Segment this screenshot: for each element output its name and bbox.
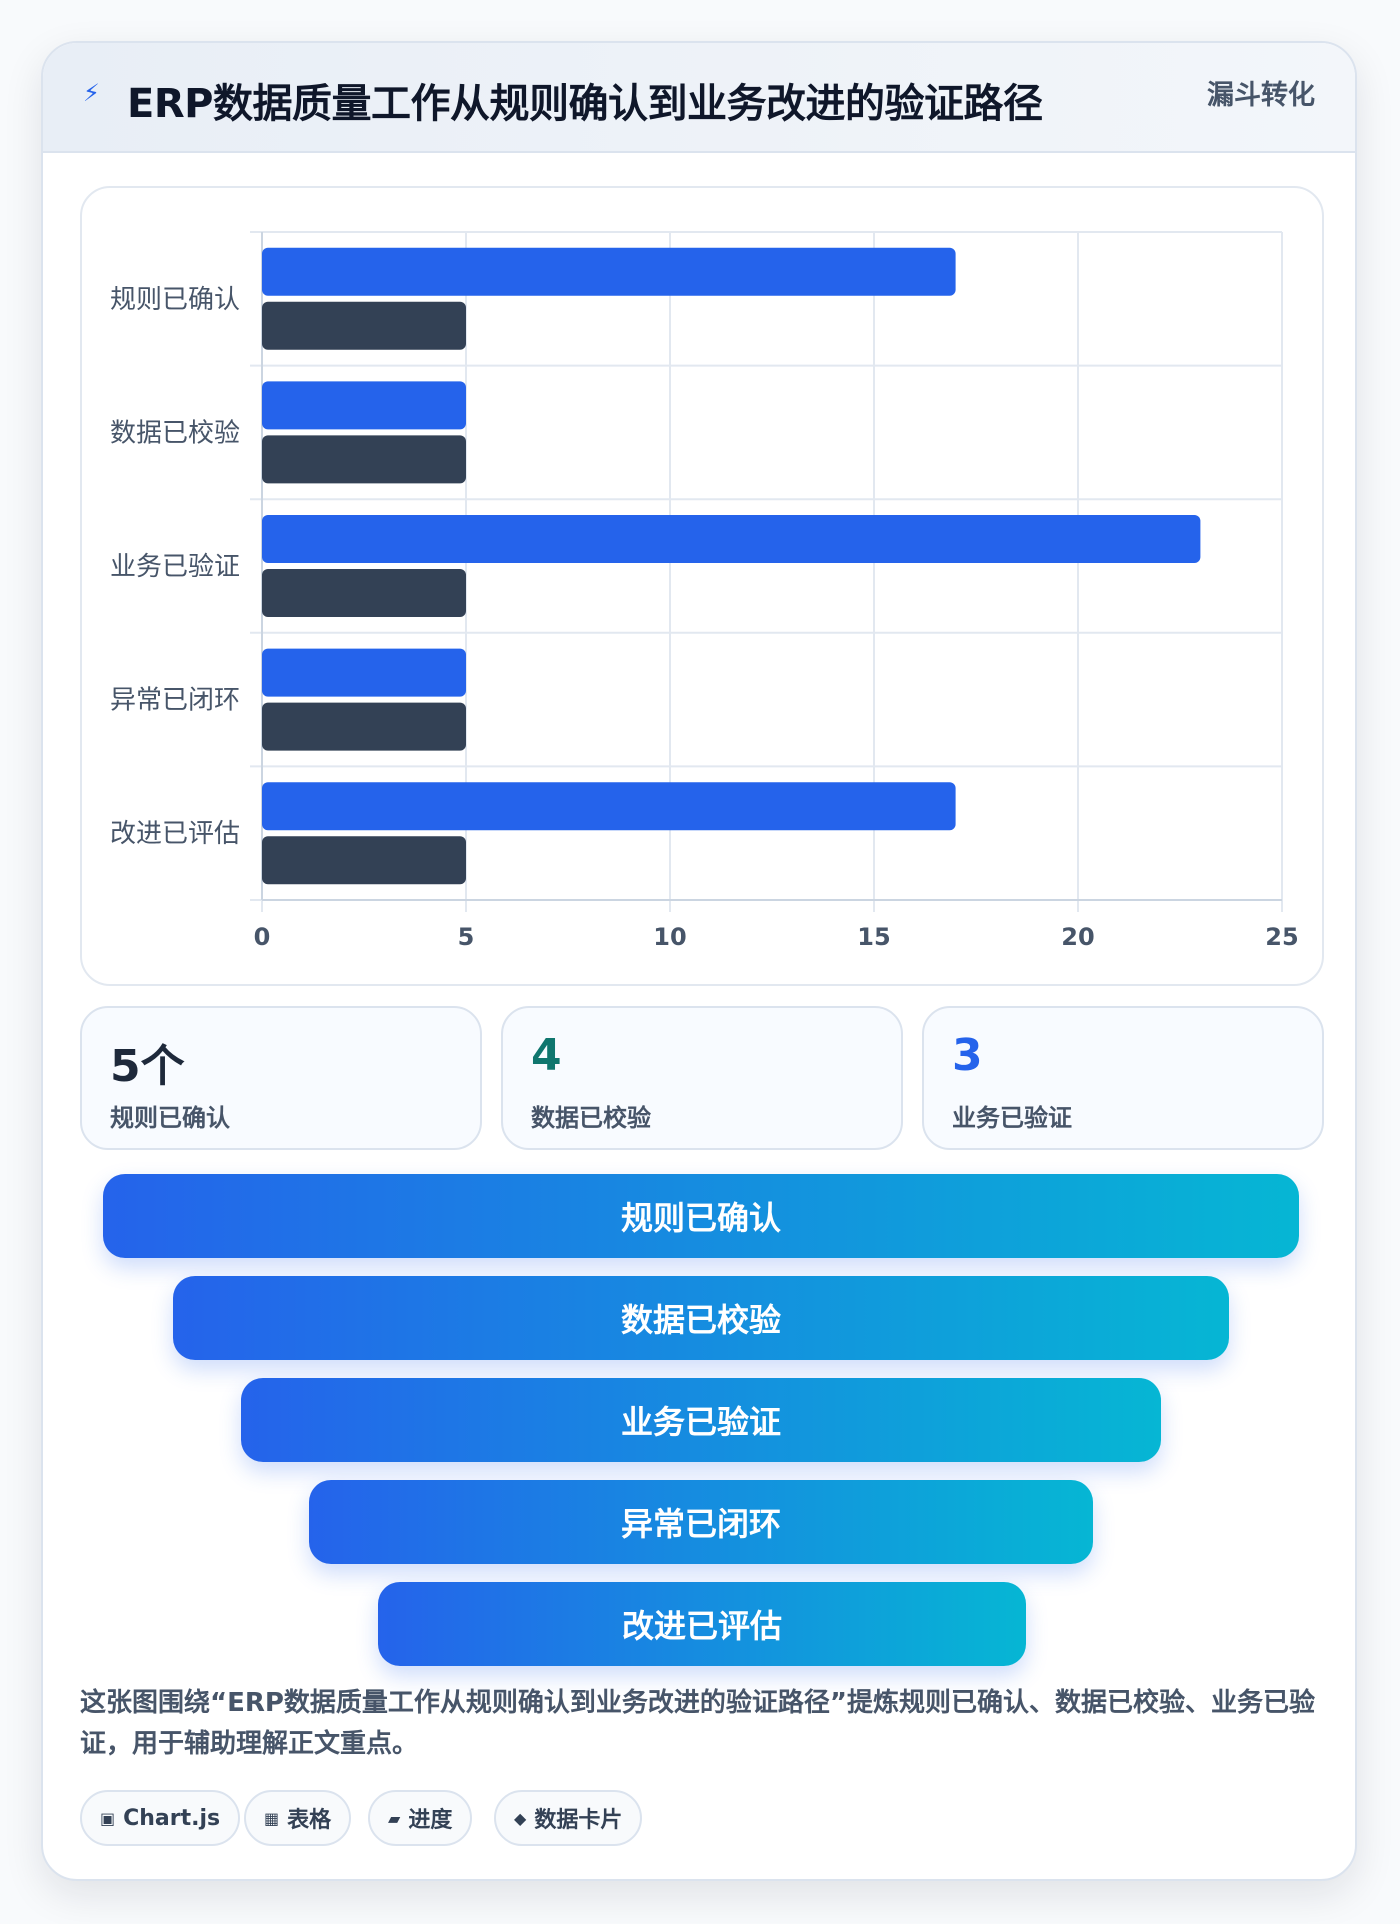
kpi-label: 业务已验证 <box>952 1104 1072 1132</box>
kpi-value: 4 <box>531 1030 562 1081</box>
y-tick-label: 数据已校验 <box>110 418 240 448</box>
chip-label: 进度 <box>408 1808 453 1833</box>
page-title: ERP数据质量工作从规则确认到业务改进的验证路径 <box>127 81 1043 127</box>
y-tick-label: 异常已闭环 <box>110 686 240 716</box>
bar-series-2 <box>262 301 466 350</box>
kpi-card: 3 业务已验证 <box>922 1006 1324 1150</box>
funnel-stage: 业务已验证 <box>241 1378 1161 1462</box>
chip-label: 数据卡片 <box>534 1808 623 1833</box>
report-card: ⚡ ERP数据质量工作从规则确认到业务改进的验证路径 漏斗转化 规则已确认数据已… <box>41 41 1357 1881</box>
kpi-card: 5个 规则已确认 <box>80 1006 482 1150</box>
funnel-stage: 规则已确认 <box>103 1174 1299 1258</box>
kpi-label: 规则已确认 <box>110 1104 230 1132</box>
bar-series-1 <box>262 247 956 296</box>
funnel-stage: 异常已闭环 <box>309 1480 1093 1564</box>
bar-series-1 <box>262 515 1201 563</box>
chip-label: 表格 <box>287 1808 332 1833</box>
bolt-icon: ⚡ <box>83 79 100 107</box>
y-tick-label: 规则已确认 <box>110 285 240 315</box>
card-header: ⚡ ERP数据质量工作从规则确认到业务改进的验证路径 漏斗转化 <box>43 43 1355 153</box>
chip-data-card[interactable]: ◆ 数据卡片 <box>494 1790 643 1846</box>
chart-type-tag: 漏斗转化 <box>1207 80 1315 111</box>
kpi-value: 5个 <box>110 1041 185 1092</box>
description-text: 这张图围绕“ERP数据质量工作从规则确认到业务改进的验证路径”提炼规则已确认、数… <box>80 1688 1316 1759</box>
x-tick-label: 0 <box>254 923 271 951</box>
chart-panel: 规则已确认数据已校验业务已验证异常已闭环改进已评估 0 5 10 15 20 25 <box>80 186 1324 986</box>
chip-chartjs[interactable]: ▣ Chart.js <box>80 1790 241 1846</box>
x-tick-label: 10 <box>653 923 686 951</box>
kpi-card: 4 数据已校验 <box>501 1006 903 1150</box>
y-tick-label: 业务已验证 <box>110 552 240 582</box>
chip-progress[interactable]: ▰ 进度 <box>368 1790 473 1846</box>
chip-icon: ▰ <box>388 1808 401 1828</box>
chip-icon: ◆ <box>514 1808 527 1828</box>
kpi-row: 5个 规则已确认 4 数据已校验 3 业务已验证 <box>80 1006 1324 1150</box>
x-tick-label: 25 <box>1265 923 1298 951</box>
funnel-stage: 数据已校验 <box>173 1276 1229 1360</box>
bar-series-2 <box>262 836 466 885</box>
x-tick-label: 5 <box>458 923 475 951</box>
chip-table[interactable]: ▦ 表格 <box>244 1790 352 1846</box>
funnel-stage: 改进已评估 <box>378 1582 1026 1666</box>
bar-series-1 <box>262 782 956 831</box>
bar-series-1 <box>262 381 466 430</box>
chip-icon: ▣ <box>100 1808 116 1828</box>
chip-label: Chart.js <box>123 1805 221 1831</box>
x-tick-label: 20 <box>1061 923 1094 951</box>
chip-icon: ▦ <box>264 1808 280 1828</box>
bar-series-2 <box>262 435 466 484</box>
kpi-value: 3 <box>952 1030 983 1081</box>
bar-series-1 <box>262 648 466 697</box>
bar-series-2 <box>262 569 466 617</box>
bar-series-2 <box>262 702 466 751</box>
x-tick-label: 15 <box>857 923 890 951</box>
y-tick-label: 改进已评估 <box>110 819 240 849</box>
kpi-label: 数据已校验 <box>531 1104 651 1132</box>
